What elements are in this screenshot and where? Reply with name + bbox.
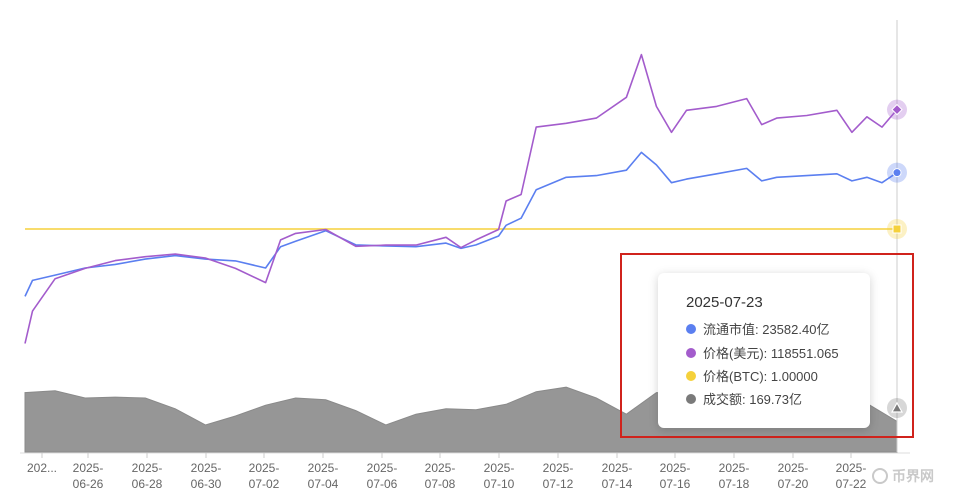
x-tick-label: 2025-07-20 (778, 461, 809, 491)
tooltip: 2025-07-23 流通市值: 23582.40亿 价格(美元): 11855… (658, 273, 870, 428)
watermark-logo-icon (872, 468, 888, 484)
highlight-box (620, 253, 914, 438)
x-tick-label: 2025-07-02 (249, 461, 280, 491)
x-axis-ticks: 202... 2025-06-26 2025-06-28 2025-06-30 2025… (27, 453, 867, 491)
tooltip-dot-price-usd (686, 347, 696, 358)
x-tick-label: 2025-07-14 (602, 461, 633, 491)
marker-price-btc (887, 219, 907, 239)
watermark: 币界网 (872, 466, 934, 486)
tooltip-dot-price-btc (686, 370, 696, 381)
x-tick-label: 2025-06-26 (73, 461, 104, 491)
series-line-market-cap (24, 151, 898, 297)
tooltip-label-market-cap: 流通市值: 23582.40亿 (703, 322, 830, 337)
marker-market-cap (887, 162, 907, 183)
tooltip-dot-market-cap (686, 323, 696, 334)
series-lines-layer (24, 53, 898, 344)
tooltip-label-price-btc: 价格(BTC): 1.00000 (703, 369, 818, 384)
x-tick-label: 2025-07-16 (660, 461, 691, 491)
x-tick-label: 2025-07-04 (308, 461, 339, 491)
tooltip-row-market-cap: 流通市值: 23582.40亿 (686, 319, 829, 338)
tooltip-label-price-usd: 价格(美元): 118551.065 (703, 346, 839, 361)
series-markers-layer (887, 99, 907, 418)
marker-volume (887, 398, 907, 418)
x-tick-label: 2025-07-08 (425, 461, 456, 491)
tooltip-row-volume: 成交额: 169.73亿 (686, 389, 802, 408)
x-tick-label: 2025-06-28 (132, 461, 163, 491)
tooltip-label-volume: 成交额: 169.73亿 (703, 392, 802, 407)
tooltip-row-price-usd: 价格(美元): 118551.065 (686, 343, 839, 362)
tooltip-dot-volume (686, 393, 696, 404)
x-tick-label: 2025-07-18 (719, 461, 750, 491)
x-tick-label: 2025-06-30 (191, 461, 222, 491)
x-tick-label: 202... (27, 461, 57, 475)
x-tick-label: 2025-07-10 (484, 461, 515, 491)
watermark-text: 币界网 (892, 468, 934, 484)
series-line-price-usd (24, 53, 898, 344)
x-tick-label: 2025-07-12 (543, 461, 574, 491)
tooltip-row-price-btc: 价格(BTC): 1.00000 (686, 366, 818, 385)
marker-price-usd (887, 99, 907, 120)
x-tick-label: 2025-07-22 (836, 461, 867, 491)
x-tick-label: 2025-07-06 (367, 461, 398, 491)
tooltip-date: 2025-07-23 (686, 294, 763, 311)
